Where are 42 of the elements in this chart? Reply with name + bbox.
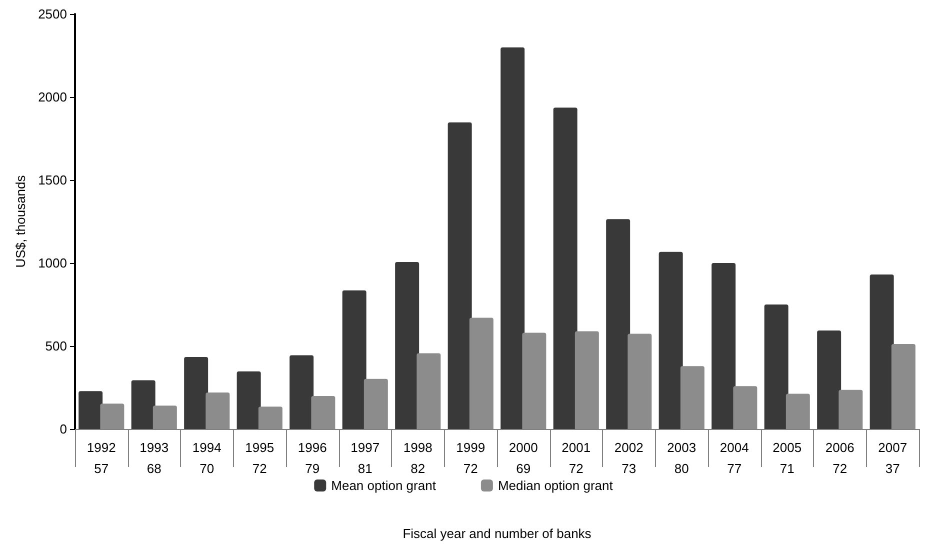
legend-label: Median option grant <box>498 478 614 493</box>
bar <box>342 290 366 429</box>
bar <box>817 330 842 429</box>
x-tick-label: 1994 70 <box>192 440 222 476</box>
x-tick-label: 1995 72 <box>245 440 274 476</box>
x-tick-label: 2004 77 <box>720 440 749 476</box>
bar <box>712 263 736 429</box>
bar <box>658 252 683 429</box>
bar <box>131 380 156 429</box>
bar <box>78 391 103 429</box>
x-tick-label: 2000 69 <box>508 440 538 476</box>
bar <box>764 304 788 429</box>
x-tick-label: 1998 82 <box>403 440 432 476</box>
bar <box>500 47 525 429</box>
bar <box>395 262 420 429</box>
bar <box>870 274 894 429</box>
y-tick-label: 0 <box>60 422 67 436</box>
bar <box>236 371 261 429</box>
x-tick-label: 2007 37 <box>878 440 908 476</box>
y-tick-label: 500 <box>45 338 67 354</box>
legend-label: Mean option grant <box>331 478 436 493</box>
y-tick-label: 2000 <box>38 90 67 104</box>
y-axis-title: US$, thousands <box>13 174 28 268</box>
x-tick-label: 1993 68 <box>140 440 169 476</box>
x-tick-label: 2005 71 <box>772 440 802 476</box>
x-tick-label: 1999 72 <box>456 440 486 476</box>
bar <box>448 122 472 429</box>
y-tick-label: 1500 <box>38 172 67 188</box>
x-tick-label: 1992 57 <box>86 440 116 476</box>
x-tick-label: 2002 73 <box>614 440 644 476</box>
x-tick-label: 2003 80 <box>667 440 696 476</box>
y-tick-label: 2500 <box>38 6 67 22</box>
x-tick-label: 1997 81 <box>350 440 380 476</box>
y-tick-label: 1000 <box>38 256 67 270</box>
x-tick-label: 2006 72 <box>825 440 854 476</box>
x-axis-title: Fiscal year and number of banks <box>402 526 592 541</box>
x-tick-label: 2001 72 <box>562 440 591 476</box>
x-tick-label: 1996 79 <box>298 440 327 476</box>
bar <box>290 355 314 429</box>
bar <box>184 356 208 429</box>
bar <box>553 108 578 429</box>
bar <box>606 219 630 429</box>
